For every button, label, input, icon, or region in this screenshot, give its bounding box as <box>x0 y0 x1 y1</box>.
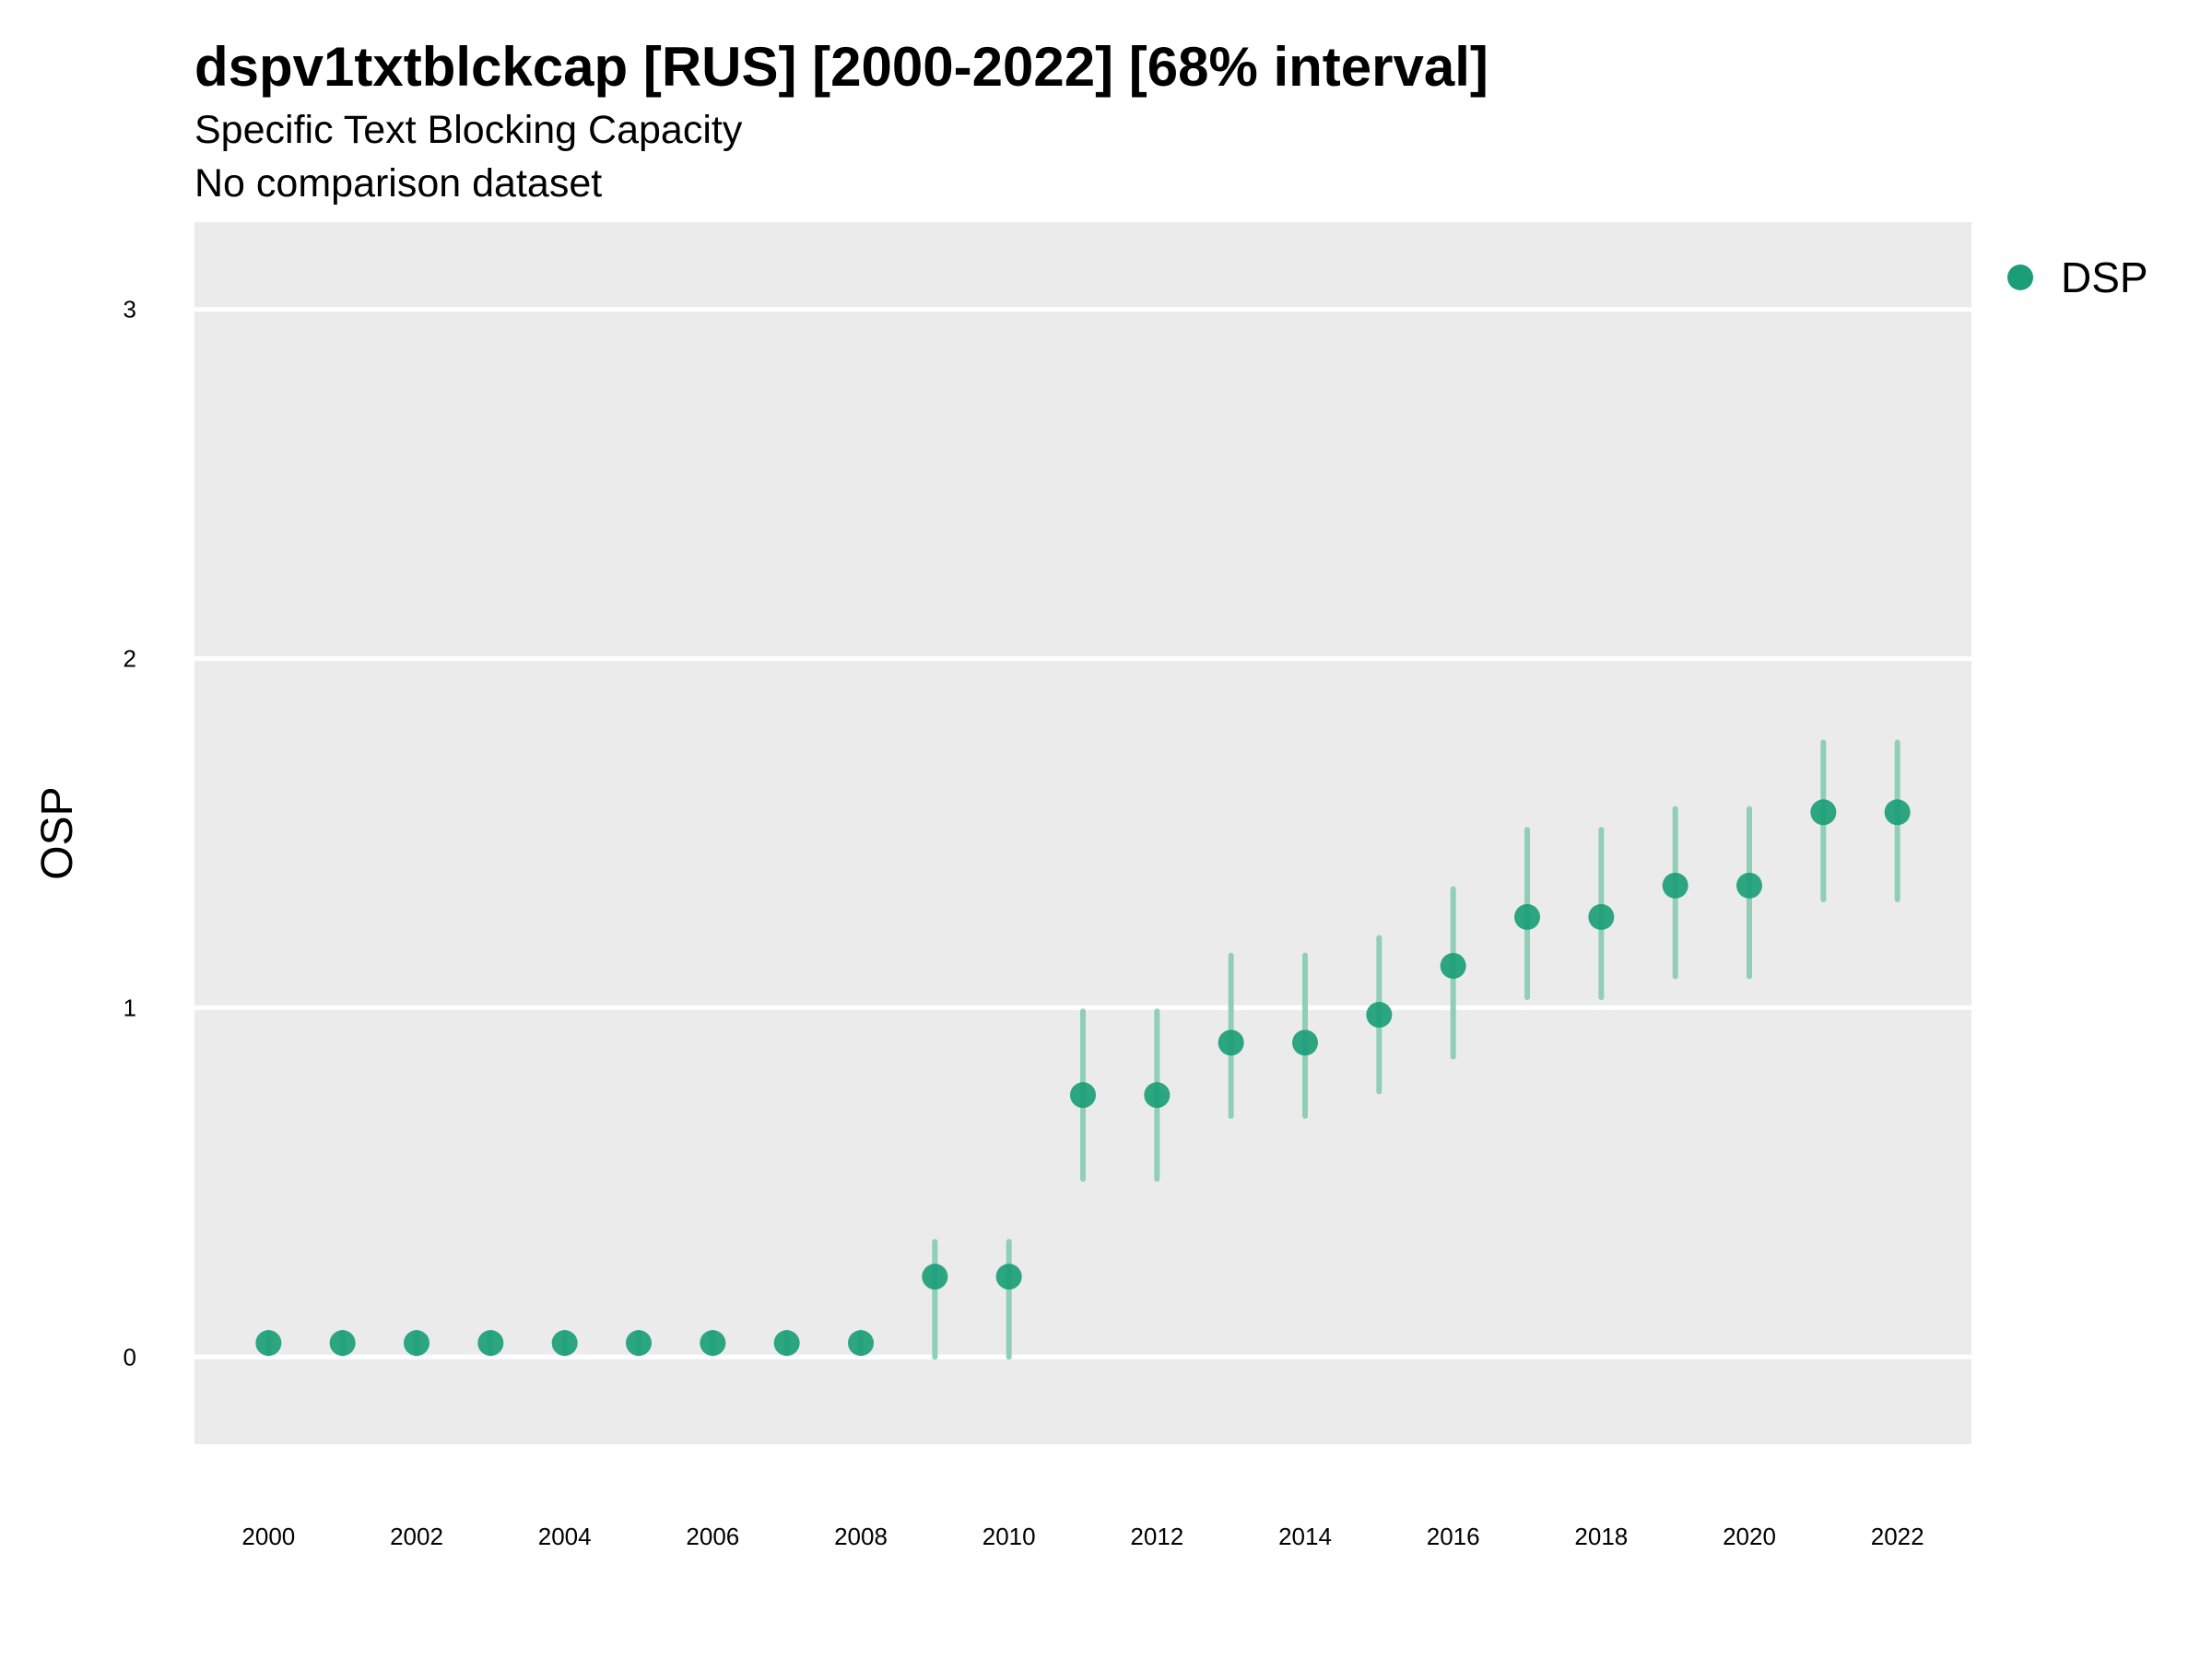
y-axis-label: OSP <box>33 786 82 879</box>
data-point <box>1366 1002 1393 1029</box>
data-point <box>773 1330 800 1357</box>
x-tick-label: 2022 <box>1871 1523 1924 1550</box>
data-point <box>477 1330 504 1357</box>
y-tick-label: 1 <box>124 994 136 1021</box>
plot-panel <box>194 222 1971 1444</box>
data-point <box>1736 872 1762 899</box>
y-tick-label: 0 <box>124 1343 136 1371</box>
chart-title: dspv1txtblckcap [RUS] [2000-2022] [68% i… <box>194 36 1488 98</box>
data-point <box>922 1264 948 1290</box>
data-point <box>1070 1082 1096 1109</box>
data-point <box>1218 1030 1244 1056</box>
data-point <box>1144 1082 1171 1109</box>
data-point <box>1588 903 1615 930</box>
legend-marker-dsp <box>2007 265 2033 290</box>
x-tick-label: 2010 <box>982 1523 1036 1550</box>
data-point <box>995 1264 1022 1290</box>
data-point <box>551 1330 578 1357</box>
x-tick-label: 2018 <box>1574 1523 1628 1550</box>
data-point <box>1662 872 1688 899</box>
y-tick-label: 3 <box>124 296 136 324</box>
data-point <box>255 1330 282 1357</box>
data-point <box>1514 903 1540 930</box>
chart-subtitle: Specific Text Blocking Capacity <box>194 108 743 152</box>
x-axis-ticks: 2000 2002 2004 2006 2008 2010 2012 2014 2016 2018… <box>241 1523 1924 1550</box>
x-tick-label: 2004 <box>538 1523 592 1550</box>
data-points <box>255 799 1911 1357</box>
data-point <box>848 1330 874 1357</box>
x-tick-label: 2008 <box>834 1523 888 1550</box>
data-point <box>626 1330 652 1357</box>
gridlines <box>194 307 1971 1359</box>
x-tick-label: 2020 <box>1723 1523 1776 1550</box>
x-tick-label: 2016 <box>1427 1523 1480 1550</box>
x-tick-label: 2000 <box>241 1523 295 1550</box>
data-point <box>1292 1030 1318 1056</box>
data-point <box>329 1330 356 1357</box>
legend: DSP <box>2007 253 2148 301</box>
data-point <box>700 1330 726 1357</box>
x-tick-label: 2006 <box>686 1523 739 1550</box>
y-axis-ticks: 0 1 2 3 <box>124 296 136 1371</box>
chart-caption: No comparison dataset <box>194 161 602 206</box>
data-point <box>1440 952 1466 979</box>
legend-label-dsp: DSP <box>2061 253 2148 301</box>
y-tick-label: 2 <box>124 645 136 673</box>
x-tick-label: 2012 <box>1130 1523 1183 1550</box>
x-tick-label: 2014 <box>1278 1523 1332 1550</box>
data-point <box>1810 799 1837 826</box>
x-tick-label: 2002 <box>390 1523 443 1550</box>
data-point <box>1884 799 1911 826</box>
data-point <box>404 1330 429 1357</box>
